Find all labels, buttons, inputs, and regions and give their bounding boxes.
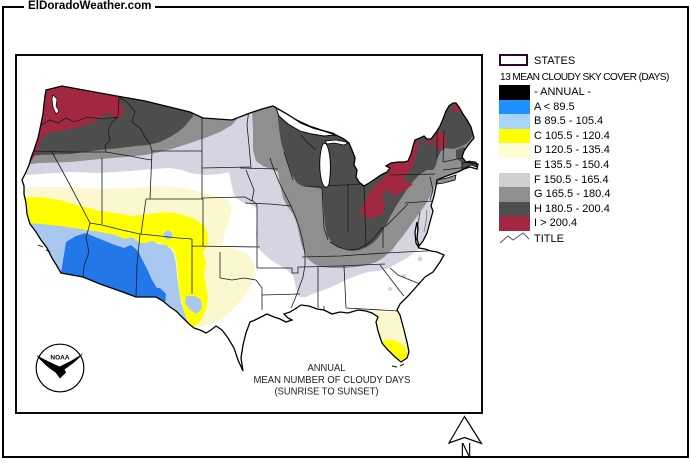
svg-text:NOAA: NOAA (50, 355, 69, 362)
svg-text:N: N (461, 441, 472, 462)
svg-text:ANNUAL: ANNUAL (308, 362, 346, 374)
svg-text:MEAN NUMBER OF CLOUDY DAYS: MEAN NUMBER OF CLOUDY DAYS (254, 374, 411, 386)
svg-text:(SUNRISE TO SUNSET): (SUNRISE TO SUNSET) (275, 386, 379, 398)
